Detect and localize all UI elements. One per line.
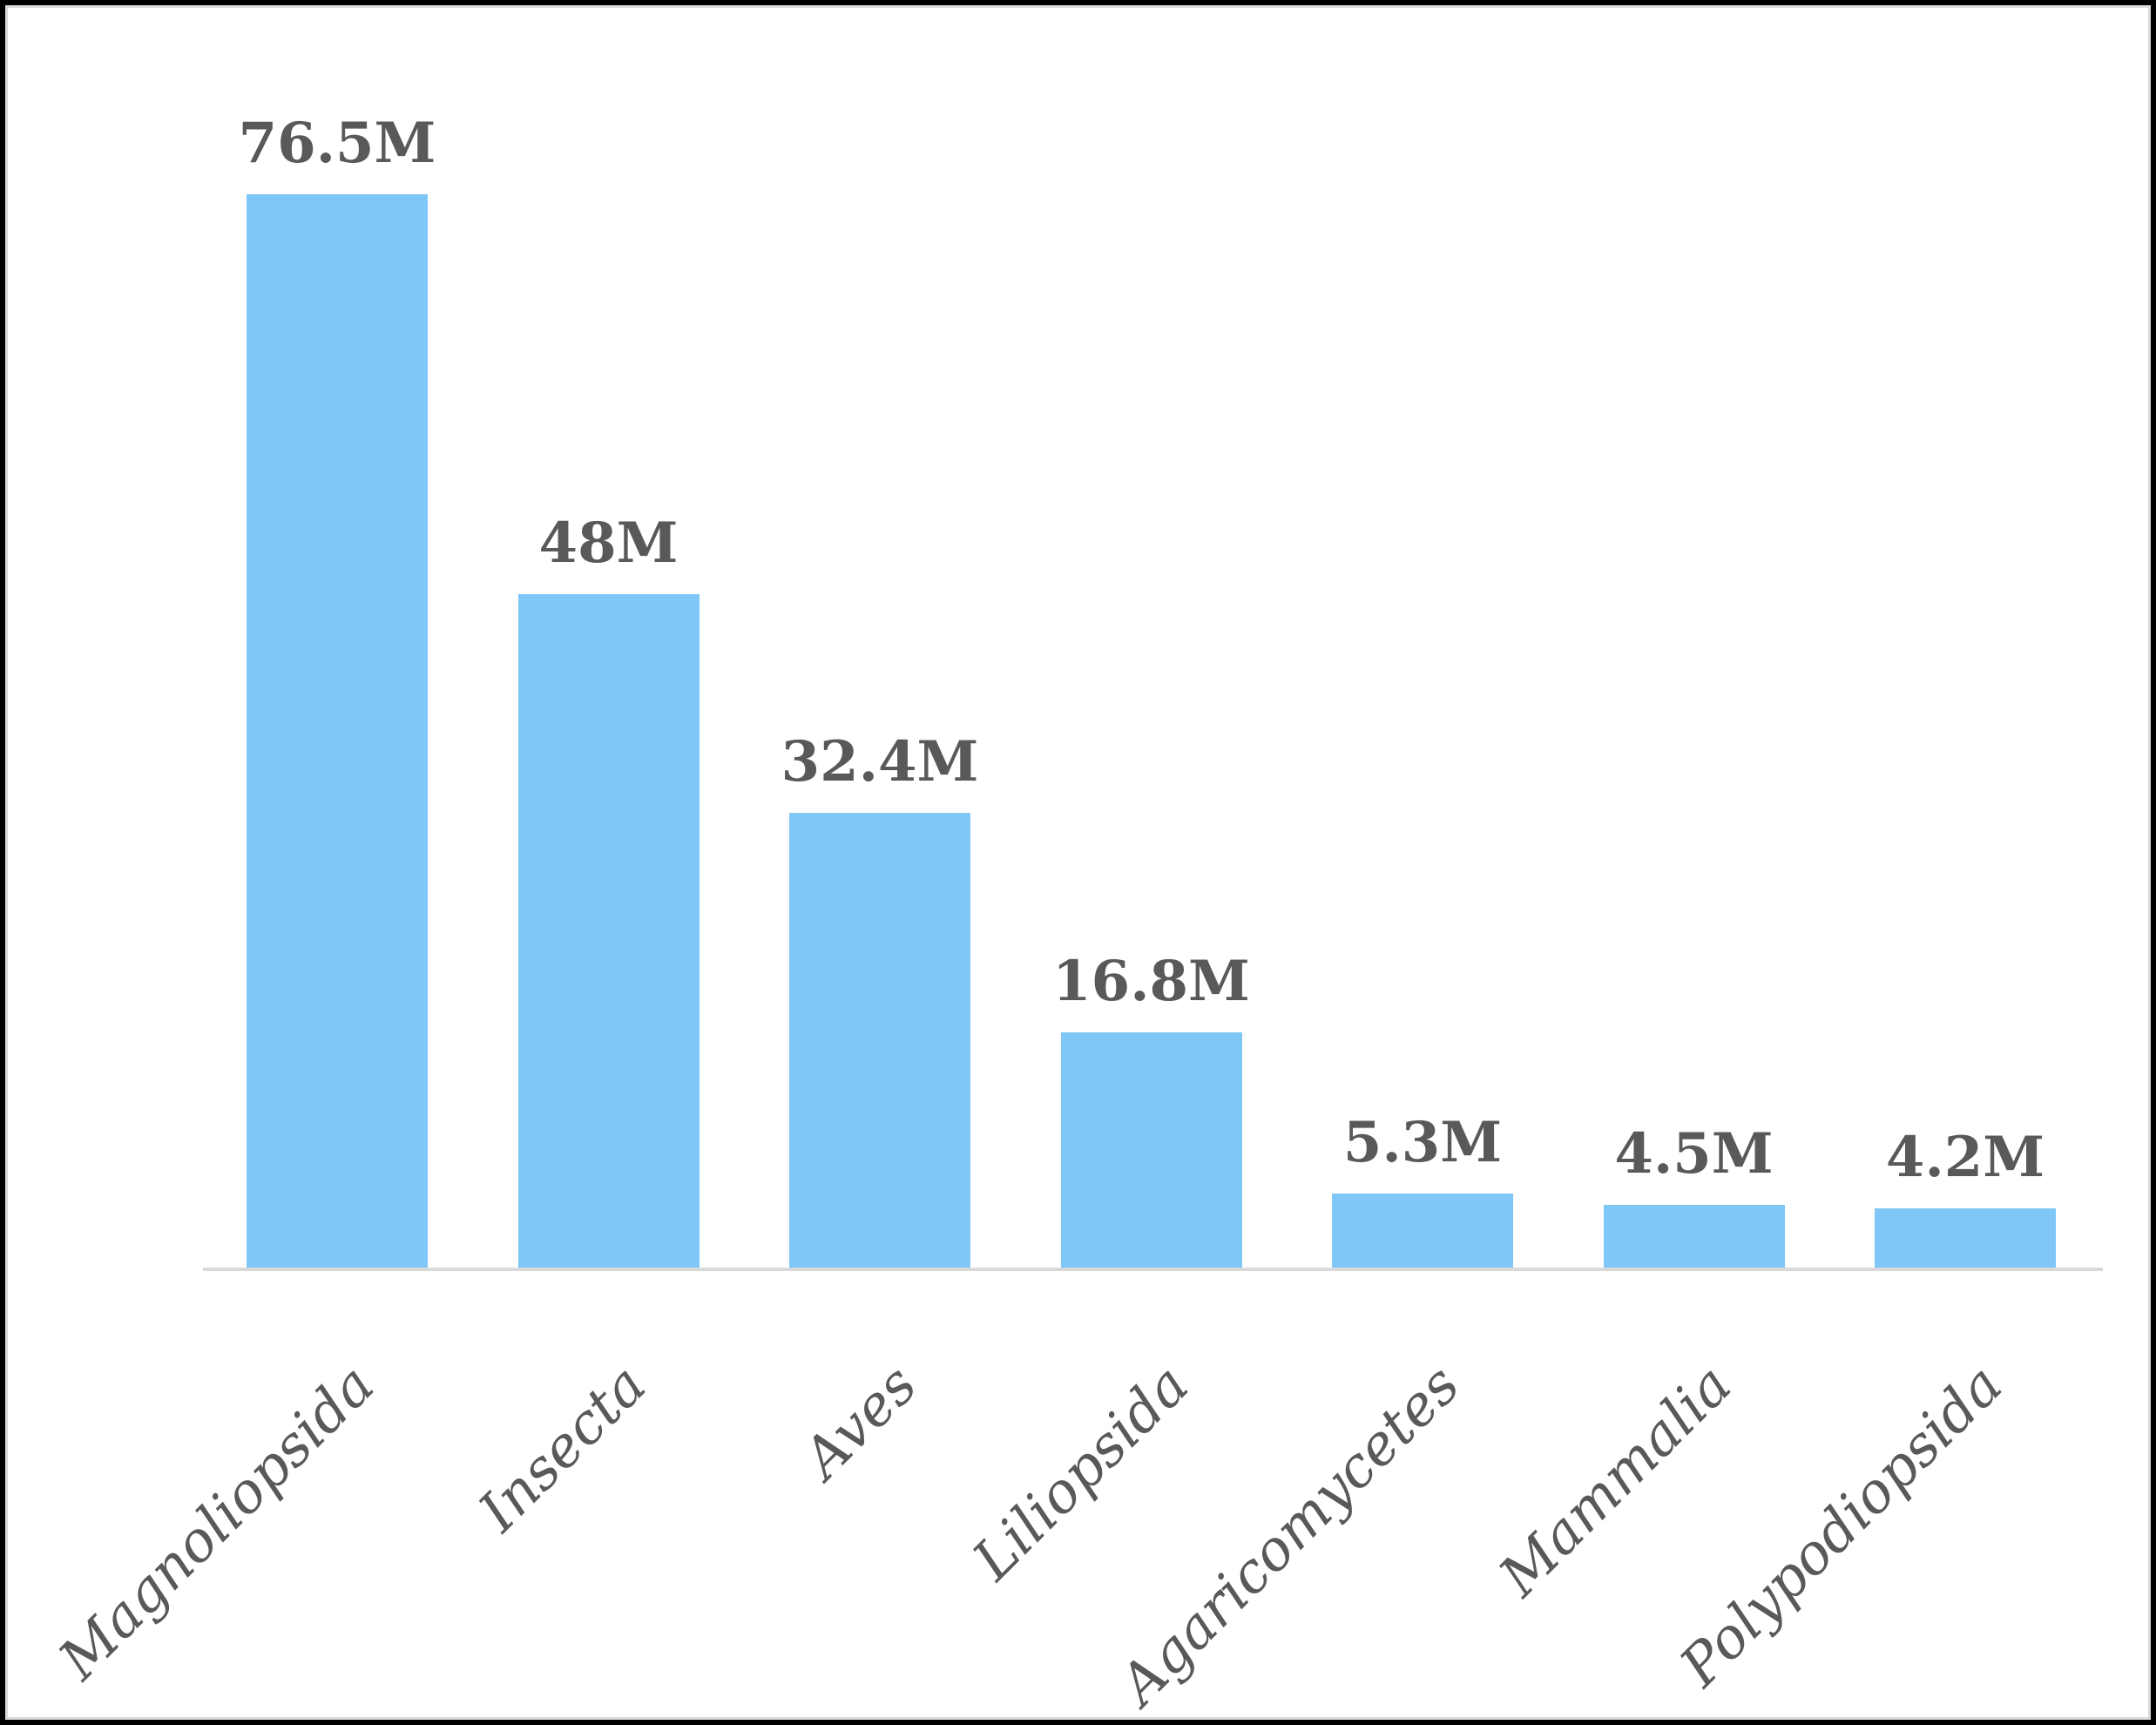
- bar-value-label: 48M: [538, 511, 679, 576]
- x-axis-line: [203, 1268, 2103, 1271]
- bar-value-label: 5.3M: [1342, 1110, 1503, 1175]
- bar: [1060, 1032, 1242, 1268]
- bar-value-label: 76.5M: [238, 111, 436, 176]
- bar: [789, 813, 970, 1268]
- bar-value-label: 4.5M: [1614, 1121, 1774, 1187]
- bar: [1332, 1194, 1513, 1268]
- bar-value-label: 32.4M: [781, 729, 979, 795]
- bar: [247, 194, 428, 1268]
- bar: [1603, 1205, 1785, 1268]
- bar-value-label: 4.2M: [1885, 1125, 2045, 1190]
- bar-value-label: 16.8M: [1052, 949, 1250, 1014]
- bar: [517, 594, 700, 1268]
- bar: [1875, 1208, 2056, 1268]
